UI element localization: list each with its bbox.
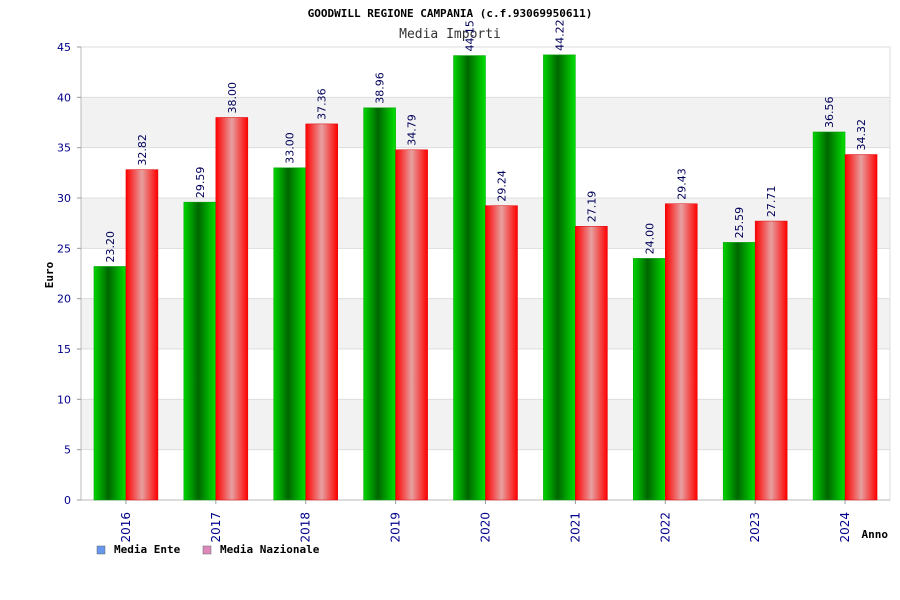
y-tick-label: 20 (57, 293, 71, 306)
data-label: 38.00 (226, 82, 239, 113)
data-label: 29.24 (496, 170, 509, 202)
bar-media-ente-2017 (183, 201, 217, 501)
bar-media-ente-2018 (273, 167, 306, 501)
data-labels: 23.20 32.82 29.59 38.00 33.00 37.36 38.96 34.79… (104, 19, 868, 262)
data-label: 25.59 (733, 207, 746, 239)
data-label: 34.79 (406, 114, 419, 146)
data-label: 37.36 (316, 88, 329, 120)
bar-media-nazionale-2023 (754, 220, 788, 501)
y-tick-label: 30 (57, 192, 71, 205)
bar-media-nazionale-2022 (665, 203, 698, 501)
data-label: 33.00 (284, 132, 297, 164)
bars (93, 54, 878, 501)
bar-media-nazionale-2020 (485, 205, 518, 501)
chart-title: GOODWILL REGIONE CAMPANIA (c.f.930699506… (308, 7, 593, 20)
legend-swatch (202, 545, 212, 555)
chart-subtitle: Media Importi (399, 27, 501, 42)
y-tick-label: 40 (57, 91, 71, 104)
x-tick-label: 2019 (389, 512, 403, 543)
data-label: 44.22 (553, 19, 566, 51)
x-tick-label: 2022 (658, 512, 672, 543)
bar-media-nazionale-2021 (575, 226, 608, 501)
bar-media-nazionale-2024 (844, 154, 878, 501)
legend-swatch (96, 545, 106, 555)
data-label: 27.71 (765, 186, 778, 218)
data-label: 29.59 (194, 167, 207, 199)
bar-media-ente-2016 (93, 266, 127, 501)
y-tick-label: 10 (57, 393, 71, 406)
data-label: 32.82 (136, 134, 149, 166)
y-axis-ticks: 0 5 10 15 20 25 30 35 40 45 (57, 41, 81, 507)
bar-media-ente-2019 (363, 107, 396, 501)
x-tick-label: 2023 (748, 512, 762, 543)
bar-media-ente-2024 (812, 131, 846, 501)
x-tick-label: 2016 (119, 512, 133, 543)
y-axis-label: Euro (43, 261, 56, 288)
y-tick-label: 35 (57, 142, 71, 155)
x-tick-label: 2020 (479, 512, 493, 543)
data-label: 23.20 (104, 231, 117, 263)
x-tick-label: 2018 (299, 512, 313, 543)
bar-media-nazionale-2019 (395, 149, 428, 501)
bar-media-nazionale-2018 (305, 123, 338, 501)
bar-media-nazionale-2016 (125, 169, 159, 501)
data-label: 27.19 (585, 191, 598, 223)
bar-media-ente-2022 (633, 258, 666, 501)
x-axis-ticks: 2016 2017 2018 2019 2020 2021 2022 2023 2024 (119, 500, 852, 543)
legend-label: Media Nazionale (220, 543, 320, 556)
data-label: 44.15 (464, 20, 477, 52)
legend: Media Ente Media Nazionale (96, 543, 320, 556)
data-label: 34.32 (855, 119, 868, 151)
bar-media-ente-2023 (722, 242, 756, 501)
data-label: 36.56 (823, 96, 836, 128)
legend-label: Media Ente (114, 543, 181, 556)
data-label: 29.43 (675, 168, 688, 200)
y-tick-label: 25 (57, 242, 71, 255)
data-label: 38.96 (374, 72, 387, 104)
x-tick-label: 2021 (568, 512, 582, 543)
x-axis-label: Anno (862, 528, 889, 541)
bar-media-nazionale-2017 (215, 117, 249, 501)
data-label: 24.00 (643, 223, 656, 255)
y-tick-label: 45 (57, 41, 71, 54)
bar-media-ente-2020 (453, 55, 486, 501)
y-tick-label: 15 (57, 343, 71, 356)
x-tick-label: 2017 (209, 512, 223, 543)
y-tick-label: 0 (64, 494, 71, 507)
bar-media-ente-2021 (543, 54, 576, 501)
x-tick-label: 2024 (838, 512, 852, 543)
y-tick-label: 5 (64, 444, 71, 457)
